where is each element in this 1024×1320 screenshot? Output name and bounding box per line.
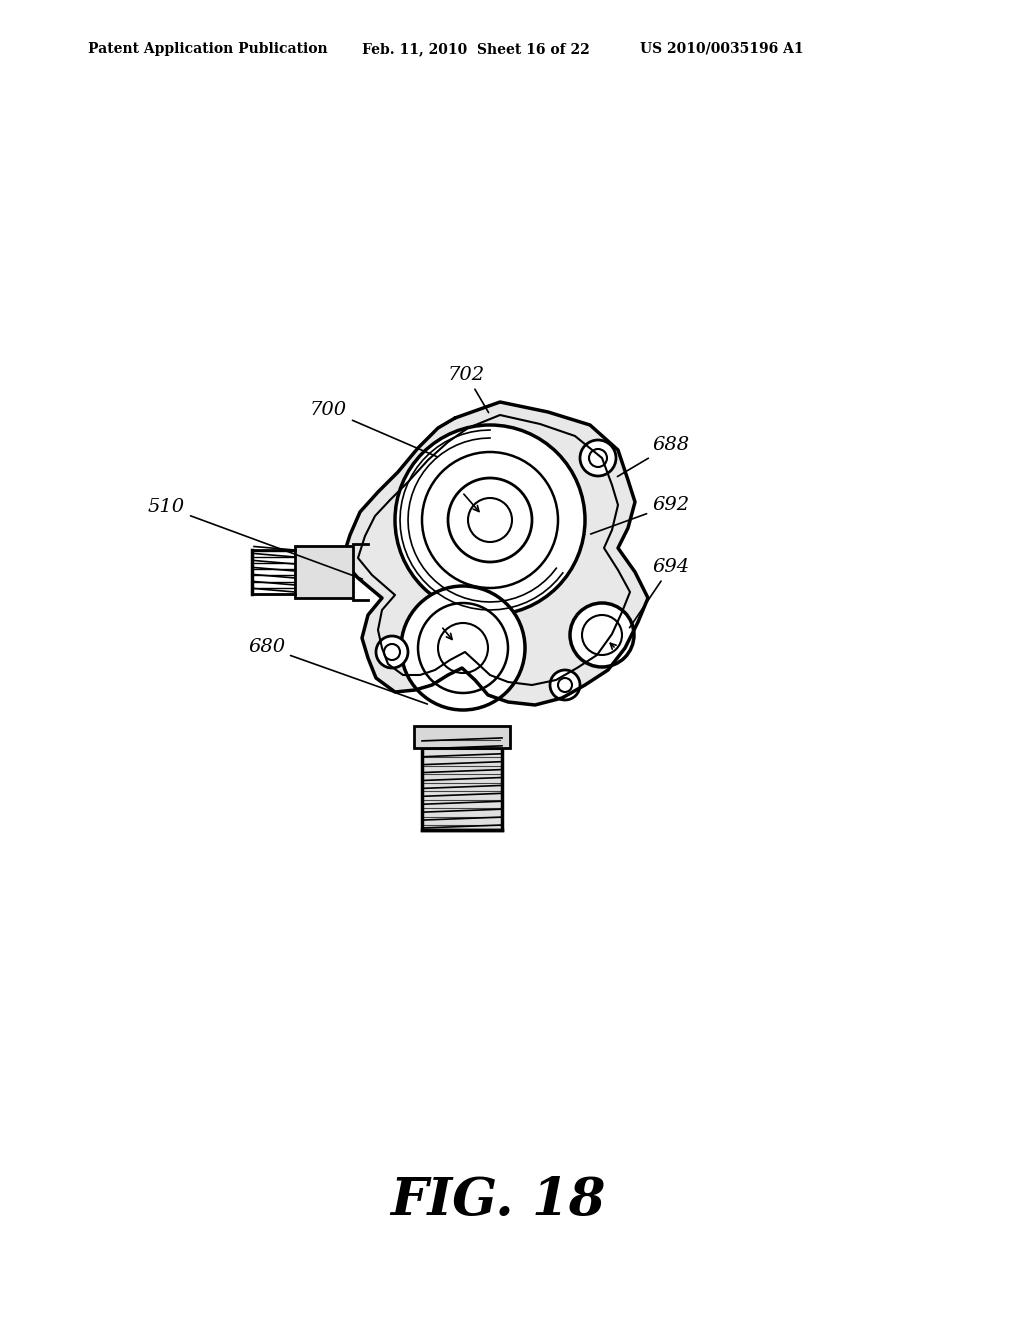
- Text: 700: 700: [310, 401, 437, 457]
- Circle shape: [438, 623, 488, 673]
- Circle shape: [401, 586, 525, 710]
- Circle shape: [422, 451, 558, 587]
- Text: 694: 694: [630, 558, 689, 628]
- Circle shape: [589, 449, 607, 467]
- Text: 688: 688: [617, 436, 689, 477]
- Circle shape: [449, 478, 532, 562]
- Text: 702: 702: [449, 366, 488, 413]
- Circle shape: [580, 440, 616, 477]
- Circle shape: [395, 425, 585, 615]
- Text: 692: 692: [591, 496, 689, 535]
- Circle shape: [384, 644, 400, 660]
- Text: 680: 680: [248, 638, 427, 704]
- Circle shape: [558, 678, 572, 692]
- Text: 510: 510: [148, 498, 362, 579]
- FancyBboxPatch shape: [295, 546, 353, 598]
- Circle shape: [582, 615, 622, 655]
- Circle shape: [418, 603, 508, 693]
- Polygon shape: [342, 403, 648, 705]
- Text: FIG. 18: FIG. 18: [390, 1175, 605, 1226]
- Circle shape: [570, 603, 634, 667]
- Text: US 2010/0035196 A1: US 2010/0035196 A1: [640, 42, 804, 55]
- Circle shape: [550, 671, 580, 700]
- Circle shape: [376, 636, 408, 668]
- Circle shape: [468, 498, 512, 543]
- Text: Patent Application Publication: Patent Application Publication: [88, 42, 328, 55]
- Text: Feb. 11, 2010  Sheet 16 of 22: Feb. 11, 2010 Sheet 16 of 22: [362, 42, 590, 55]
- FancyBboxPatch shape: [414, 726, 510, 748]
- FancyBboxPatch shape: [422, 730, 502, 830]
